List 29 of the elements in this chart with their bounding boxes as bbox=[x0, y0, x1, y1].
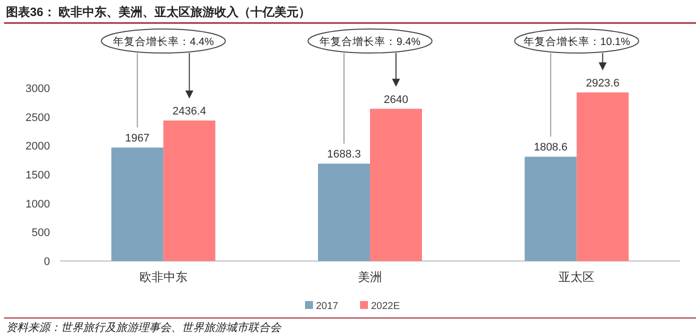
bar bbox=[576, 92, 629, 261]
y-tick-label: 500 bbox=[32, 227, 50, 240]
data-label: 1688.3 bbox=[327, 148, 361, 161]
y-tick-label: 2000 bbox=[26, 140, 50, 153]
text: 资料来源：世界旅行及旅游理事会、世界旅游城市联合会 bbox=[6, 321, 282, 334]
bar bbox=[163, 120, 216, 261]
x-tick-label: 美洲 bbox=[358, 270, 382, 284]
y-tick-label: 2500 bbox=[26, 112, 50, 124]
data-label: 2640 bbox=[384, 94, 408, 106]
data-label: 2436.4 bbox=[172, 106, 206, 118]
data-label: 1808.6 bbox=[534, 142, 568, 154]
bar bbox=[524, 156, 577, 261]
text: 年复合增长率：10.1% bbox=[523, 35, 630, 48]
x-tick-label: 欧非中东 bbox=[139, 270, 188, 284]
data-label: 1967 bbox=[125, 132, 150, 145]
text: 年复合增长率：9.4% bbox=[320, 35, 420, 48]
bar bbox=[370, 108, 422, 261]
y-tick-label: 0 bbox=[44, 256, 50, 268]
y-tick-label: 1500 bbox=[26, 170, 50, 182]
y-tick-label: 1000 bbox=[26, 198, 50, 210]
data-label: 2923.6 bbox=[586, 77, 620, 90]
x-tick-label: 亚太区 bbox=[558, 270, 595, 284]
bar bbox=[318, 164, 370, 261]
text: 年复合增长率：4.4% bbox=[112, 35, 214, 48]
legend-label: 2022E bbox=[371, 301, 400, 312]
chart-title: 图表36： 欧非中东、美洲、亚太区旅游收入（十亿美元） bbox=[6, 5, 311, 19]
y-tick-label: 3000 bbox=[26, 83, 50, 95]
bar bbox=[111, 148, 164, 261]
legend-label: 2017 bbox=[316, 301, 339, 312]
